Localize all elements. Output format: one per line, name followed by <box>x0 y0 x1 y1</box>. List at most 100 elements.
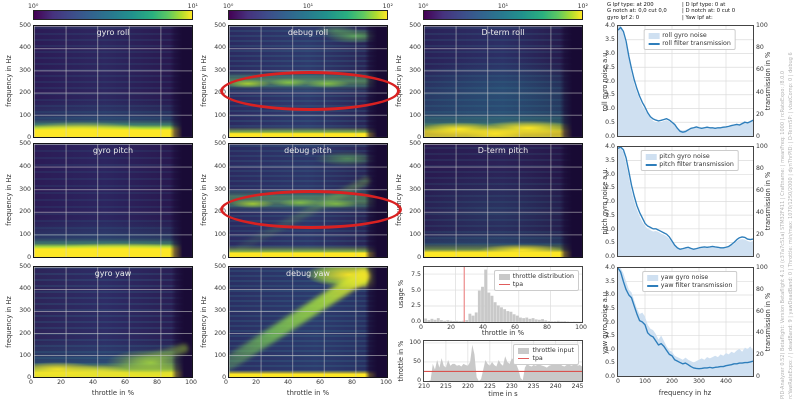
spectrogram-dterm-roll: D-term roll 500 400 300 200 100 0 <box>409 22 583 141</box>
colorbar-tick: 10¹ <box>187 3 198 10</box>
tick-label: 300 <box>214 185 226 193</box>
tick-label: 0 <box>417 253 421 261</box>
tick-label: 100 <box>19 231 31 239</box>
tick-label: 60 <box>511 324 519 331</box>
heatmap-gyro-yaw <box>34 267 192 377</box>
tick-label: 0 <box>27 133 31 141</box>
motor-noise-ridge <box>229 267 373 375</box>
tick-label: 0 <box>222 133 226 141</box>
blue-patch-swatch <box>645 153 657 160</box>
ylabel-yaw-noise: yaw gyro noise a.u. <box>601 289 609 355</box>
colorbar-debug: 10⁰ 10¹ 10² <box>223 3 393 20</box>
tick-label: 235 <box>527 383 540 390</box>
tick-label: 20 <box>756 351 764 359</box>
y-axis-ticks: 500 400 300 200 100 0 <box>10 22 31 141</box>
blue-line-swatch <box>645 163 657 166</box>
tick-label: 0 <box>756 372 760 380</box>
legend-entry: throttle input <box>518 347 574 354</box>
ylabel-frequency: frequency in Hz <box>200 174 208 226</box>
ylabel-transmission: transmission in % <box>764 51 772 111</box>
tick-label: 100 <box>380 379 392 386</box>
tick-label: 210 <box>418 383 430 390</box>
tick-label: 100 <box>756 143 768 150</box>
gray-patch-swatch <box>498 273 510 280</box>
tick-label: 80 <box>756 44 764 52</box>
tick-label: 300 <box>19 307 31 315</box>
x-axis-ticks: 0 20 40 60 80 100 <box>224 379 392 386</box>
tick-label: 80 <box>756 165 764 172</box>
y-axis-ticks: 7.5 5.0 2.5 0.0 <box>400 271 421 325</box>
tick-label: 300 <box>409 66 421 74</box>
y-axis-ticks: 500 400 300 200 100 0 <box>10 140 31 261</box>
legend-entry: tpa <box>518 355 574 362</box>
tick-label: 2.0 <box>605 198 615 205</box>
tick-label: 50 <box>413 358 421 365</box>
tick-label: 100 <box>756 264 768 271</box>
plot-title: gyro pitch <box>92 146 134 155</box>
tick-label: 0 <box>224 379 228 386</box>
ylabel-frequency: frequency in Hz <box>200 296 208 348</box>
plot-title: D-term pitch <box>477 146 529 155</box>
tick-label: 80 <box>543 324 551 331</box>
tick-label: 0 <box>417 377 421 384</box>
log-metadata-note: PID-Analyzer 0.52) Betaflight: Version B… <box>780 7 795 399</box>
xlabel-time: time in s <box>488 390 518 398</box>
xlabel-throttle: throttle in % <box>286 389 330 397</box>
colorbar-gyro: 10⁰ 10¹ <box>28 3 198 20</box>
tick-label: 0 <box>756 132 760 140</box>
colorbar-tick: 10¹ <box>302 3 314 10</box>
tick-label: 1.0 <box>605 345 615 353</box>
header-line: | D notch at: 0 cut 0 <box>682 8 736 15</box>
y-axis-ticks: 500 400 300 200 100 0 <box>205 140 226 261</box>
y-axis-ticks: 4.0 3.5 3.0 2.5 2.0 1.5 1.0 0.5 0.0 <box>594 143 615 260</box>
legend-entry: yaw filter transmission <box>646 282 732 289</box>
annotation-ellipse-debug-roll <box>220 71 400 111</box>
x-axis-ticks: 210 215 220 225 230 235 240 245 <box>418 383 583 391</box>
tick-label: 200 <box>214 329 226 337</box>
tick-label: 2.0 <box>605 77 615 85</box>
tick-label: 40 <box>284 379 292 386</box>
tick-label: 1.5 <box>605 91 615 99</box>
metadata-line-2: rcYawRateExpo: / | deadBand: 9 | yawDead… <box>787 52 794 399</box>
tick-label: 80 <box>756 285 764 293</box>
colorbar-tick: 10⁰ <box>223 3 234 10</box>
colorbar-tick: 10² <box>382 3 393 10</box>
y-axis-ticks: 4.0 3.5 3.0 2.5 2.0 1.5 1.0 0.5 0.0 <box>594 22 615 140</box>
tick-label: 300 <box>19 185 31 193</box>
roll-noise-plot: 4.0 3.5 3.0 2.5 2.0 1.5 1.0 0.5 0.0 100 80 60 40 20 0… <box>605 22 768 140</box>
tick-label: 60 <box>756 307 764 315</box>
tick-label: 60 <box>756 187 764 194</box>
xlabel-throttle: throttle in % <box>91 389 135 397</box>
tick-label: 0 <box>756 253 760 260</box>
gray-patch-swatch <box>518 347 530 354</box>
tick-label: 4.0 <box>605 264 615 271</box>
header-line: | D lpf type: 0 at <box>682 2 726 8</box>
legend-entry: tpa <box>498 281 574 288</box>
right-y-axis-ticks: 100 80 60 40 20 0 <box>756 143 774 260</box>
tick-label: 400 <box>409 44 421 52</box>
blue-line-swatch <box>646 284 658 287</box>
plot-title: debug pitch <box>284 146 332 155</box>
tick-label: 400 <box>214 162 226 170</box>
legend: roll gyro noise roll filter transmission <box>643 29 736 50</box>
plot-title: debug roll <box>287 28 329 37</box>
legend-label: tpa <box>512 281 524 288</box>
tick-label: 2.5 <box>605 63 615 71</box>
tick-label: 20 <box>756 231 764 238</box>
header-line: gyro lpf 2: 0 <box>607 14 640 21</box>
header-gyro-filter-info: G lpf type: at 200 G notch at: 0,0 cut 0,… <box>607 2 667 21</box>
tick-label: 220 <box>462 383 474 390</box>
colorbar-dterm: 10⁰ 10¹ 10² <box>418 3 588 20</box>
ylabel-frequency: frequency in Hz <box>5 174 13 226</box>
legend-label: pitch gyro noise <box>659 153 710 160</box>
y-axis-ticks: 500 400 300 200 100 0 <box>400 140 421 261</box>
tick-label: 20 <box>252 379 260 386</box>
tick-label: 20 <box>756 110 764 118</box>
tick-label: 0 <box>616 378 620 385</box>
tick-label: 0 <box>417 133 421 141</box>
tick-label: 40 <box>756 329 764 337</box>
tick-label: 200 <box>409 208 421 216</box>
y-axis-ticks: 4.0 3.5 3.0 2.5 2.0 1.5 1.0 0.5 0.0 <box>594 264 615 380</box>
tick-label: 500 <box>214 140 226 147</box>
